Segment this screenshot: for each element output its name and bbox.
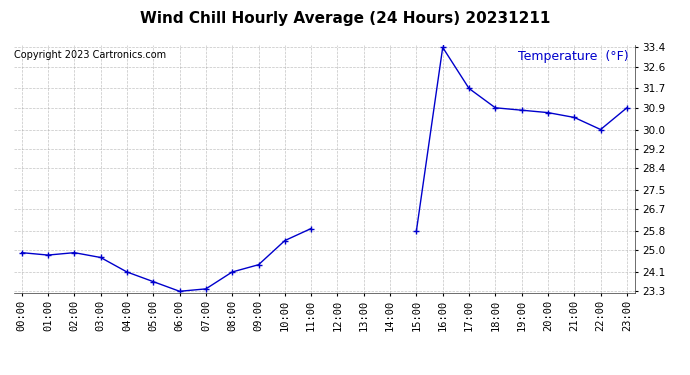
Text: Wind Chill Hourly Average (24 Hours) 20231211: Wind Chill Hourly Average (24 Hours) 202…	[140, 11, 550, 26]
Text: Temperature  (°F): Temperature (°F)	[518, 50, 629, 63]
Text: Copyright 2023 Cartronics.com: Copyright 2023 Cartronics.com	[14, 50, 166, 60]
